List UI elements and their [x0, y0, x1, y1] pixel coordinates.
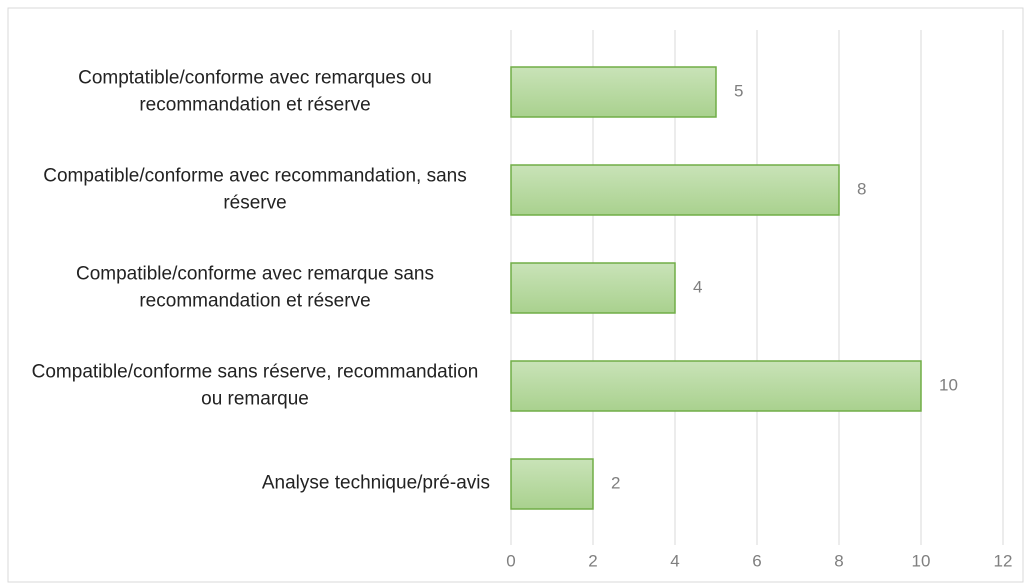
x-tick-label: 8 — [834, 551, 843, 570]
value-label: 10 — [939, 375, 958, 394]
value-label: 2 — [611, 473, 620, 492]
x-tick-label: 10 — [912, 551, 931, 570]
x-tick-label: 0 — [506, 551, 515, 570]
y-tick-label: Compatible/conforme avec remarque sans r… — [75, 263, 434, 311]
y-tick-label: Analyse technique/pré-avis — [261, 472, 490, 494]
bar — [510, 458, 594, 510]
bar — [510, 164, 840, 216]
bar — [510, 360, 922, 412]
x-tick-label: 6 — [752, 551, 761, 570]
value-label: 5 — [734, 81, 743, 100]
bar — [510, 66, 717, 118]
x-tick-label: 4 — [670, 551, 679, 570]
y-tick-label: Comptatible/conforme avec remarques ou r… — [78, 67, 432, 115]
y-tick-label: Compatible/conforme sans réserve, recomm… — [31, 361, 479, 409]
value-label: 8 — [857, 179, 866, 198]
value-label: 4 — [693, 277, 702, 296]
y-tick-label: Compatible/conforme avec recommandation,… — [43, 165, 467, 213]
bar — [510, 262, 676, 314]
x-tick-label: 12 — [994, 551, 1013, 570]
x-tick-label: 2 — [588, 551, 597, 570]
chart-border — [7, 7, 1024, 583]
